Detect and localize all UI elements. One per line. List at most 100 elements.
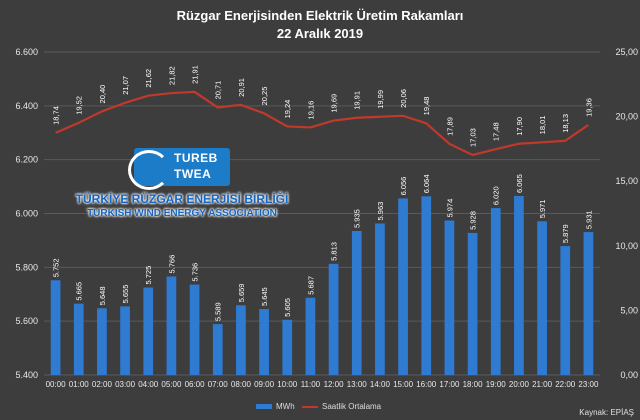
line-data-label: 18,74 — [52, 106, 61, 125]
bar-data-label: 6.056 — [399, 177, 408, 196]
bar — [375, 223, 385, 375]
line-data-label: 17,89 — [445, 117, 454, 136]
logo-name-turkish: TÜRKİYE RÜZGAR ENERJİSİ BİRLİĞİ — [75, 192, 289, 206]
line-data-label: 19,99 — [376, 90, 385, 109]
y-right-tick-label: 15,00 — [615, 176, 638, 186]
line-data-label: 20,71 — [214, 81, 223, 100]
line-data-label: 20,91 — [237, 78, 246, 97]
y-left-tick-label: 5.800 — [15, 262, 38, 272]
line-data-label: 21,62 — [144, 69, 153, 88]
x-tick-label: 11:00 — [301, 380, 321, 389]
line-data-label: 21,82 — [167, 66, 176, 85]
legend-swatch-line — [302, 405, 318, 408]
x-tick-label: 18:00 — [463, 380, 484, 389]
y-right-tick-label: 0,00 — [620, 370, 638, 380]
y-right-tick-label: 25,00 — [615, 47, 638, 57]
bar-data-label: 5.655 — [121, 285, 130, 304]
source-note: Kaynak: EPİAŞ — [579, 408, 634, 417]
bar — [143, 287, 154, 375]
bar — [328, 263, 339, 375]
x-tick-label: 20:00 — [509, 380, 530, 389]
bar-data-label: 5.687 — [306, 276, 315, 295]
bar-data-label: 5.963 — [376, 202, 385, 221]
y-left-tick-label: 6.600 — [15, 47, 38, 57]
legend-label-average: Saatlik Ortalama — [322, 402, 382, 411]
line-data-label: 18,01 — [538, 116, 547, 135]
x-tick-label: 03:00 — [115, 380, 136, 389]
chart-title: Rüzgar Enerjisinden Elektrik Üretim Raka… — [176, 8, 464, 23]
y-left-tick-label: 6.200 — [15, 155, 38, 165]
line-data-label: 19,24 — [283, 100, 292, 119]
bar-data-label: 5.736 — [191, 263, 200, 282]
y-left-tick-label: 5.400 — [15, 370, 38, 380]
y-left-tick-label: 6.400 — [15, 101, 38, 111]
x-tick-label: 05:00 — [161, 380, 182, 389]
x-tick-label: 09:00 — [254, 380, 275, 389]
bar — [73, 303, 84, 375]
bar-data-label: 5.725 — [144, 266, 153, 285]
legend-swatch-bar — [256, 404, 272, 410]
bar — [444, 220, 455, 375]
bar-data-label: 5.879 — [561, 224, 570, 243]
line-data-label: 20,40 — [98, 85, 107, 104]
bar — [467, 232, 478, 375]
legend-item-average: Saatlik Ortalama — [302, 402, 381, 411]
bar — [490, 208, 501, 375]
line-data-label: 21,07 — [121, 76, 130, 95]
line-data-label: 19,16 — [306, 101, 315, 120]
bar — [560, 246, 571, 375]
bar-data-label: 5.645 — [260, 287, 269, 306]
x-tick-label: 10:00 — [277, 380, 298, 389]
x-tick-label: 07:00 — [208, 380, 229, 389]
bar-data-label: 6.065 — [515, 174, 524, 193]
chart-subtitle: 22 Aralık 2019 — [276, 26, 364, 41]
logo-name-english: TURKISH WIND ENERGY ASSOCIATION — [87, 208, 277, 219]
logo-tureb-text: TUREB — [174, 151, 218, 165]
line-data-label: 17,03 — [469, 128, 478, 147]
bar-data-label: 5.766 — [167, 255, 176, 274]
line-data-label: 20,06 — [399, 89, 408, 108]
logo-twea-text: TWEA — [174, 167, 212, 181]
bar — [50, 280, 61, 375]
bar — [537, 221, 547, 375]
bar — [259, 309, 269, 375]
bar-data-label: 5.659 — [237, 284, 246, 303]
x-tick-label: 02:00 — [92, 380, 113, 389]
x-tick-label: 19:00 — [486, 380, 507, 389]
wind-swirl-icon — [128, 150, 170, 190]
tureb-logo: TUREB TWEA TÜRKİYE RÜZGAR ENERJİSİ BİRLİ… — [74, 148, 290, 224]
bar — [212, 324, 223, 375]
bar-data-label: 5.589 — [214, 302, 223, 321]
y-right-tick-label: 10,00 — [615, 241, 638, 251]
x-tick-label: 12:00 — [324, 380, 345, 389]
line-data-label: 19,48 — [422, 97, 431, 116]
bar-data-label: 5.935 — [353, 209, 362, 228]
x-tick-label: 06:00 — [185, 380, 206, 389]
legend-item-mwh: MWh — [256, 402, 295, 411]
bar-data-label: 6.020 — [492, 186, 501, 205]
line-data-label: 19,52 — [75, 96, 84, 115]
bar-data-label: 5.752 — [52, 258, 61, 277]
bar — [166, 276, 177, 375]
line-data-label: 17,48 — [492, 122, 501, 141]
bar-data-label: 5.813 — [330, 242, 339, 261]
x-tick-label: 17:00 — [439, 380, 460, 389]
x-tick-label: 15:00 — [393, 380, 414, 389]
y-right-tick-label: 20,00 — [615, 112, 638, 122]
line-data-label: 21,91 — [191, 65, 200, 84]
x-tick-label: 23:00 — [578, 380, 599, 389]
bar — [398, 198, 408, 375]
average-line — [55, 90, 590, 157]
x-tick-label: 00:00 — [46, 380, 67, 389]
y-left-tick-label: 5.600 — [15, 316, 38, 326]
bar — [421, 196, 432, 375]
bar-data-label: 5.931 — [584, 210, 593, 229]
bar — [514, 196, 524, 375]
bar-data-label: 5.974 — [445, 199, 454, 218]
chart-legend: MWh Saatlik Ortalama — [0, 402, 640, 416]
line-data-label: 20,25 — [260, 87, 269, 106]
legend-label-mwh: MWh — [276, 402, 295, 411]
x-tick-label: 21:00 — [532, 380, 553, 389]
x-tick-label: 14:00 — [370, 380, 391, 389]
